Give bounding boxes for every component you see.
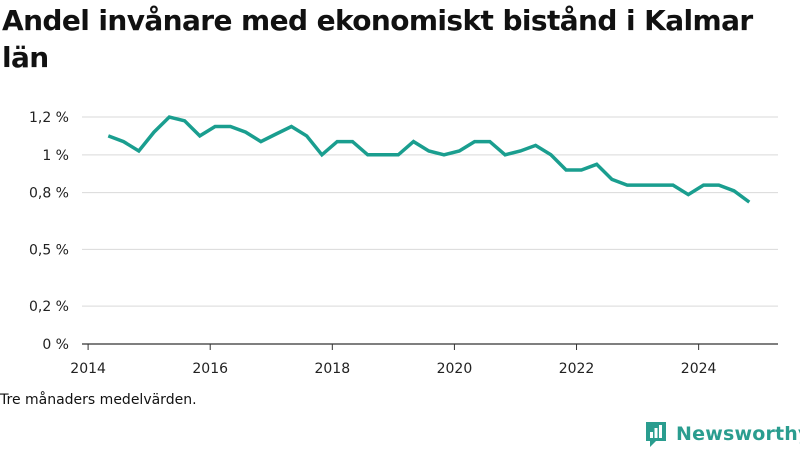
x-axis (82, 343, 778, 350)
y-tick-label: 0,2 % (29, 299, 69, 315)
x-axis-labels: 2014 2016 2018 2020 2022 2024 (70, 361, 716, 377)
x-tick-label: 2018 (314, 361, 350, 377)
x-tick-label: 2016 (192, 361, 228, 377)
chart-title: Andel invånare med ekonomiskt bistånd i … (2, 4, 753, 74)
x-tick-label: 2024 (681, 361, 717, 377)
x-tick-label: 2022 (559, 361, 595, 377)
x-tick-label: 2020 (437, 361, 473, 377)
brand-name: Newsworthy (676, 423, 800, 445)
y-tick-label: 0,5 % (29, 242, 69, 258)
y-tick-label: 0,8 % (29, 186, 69, 202)
newsworthy-logo-icon (646, 422, 666, 447)
brand-logo-block: Newsworthy (644, 419, 800, 449)
y-tick-label: 1 % (42, 148, 69, 164)
series-line (107, 115, 751, 204)
x-tick-label: 2014 (70, 361, 106, 377)
y-tick-label: 0 % (42, 337, 69, 353)
y-tick-label: 1,2 % (29, 110, 69, 126)
y-axis: 0 % 0,2 % 0,5 % 0,8 % 1 % 1,2 % (29, 110, 69, 353)
gridlines (82, 116, 778, 307)
chart-note: Tre månaders medelvärden. (0, 392, 197, 408)
series-layer (107, 115, 751, 204)
